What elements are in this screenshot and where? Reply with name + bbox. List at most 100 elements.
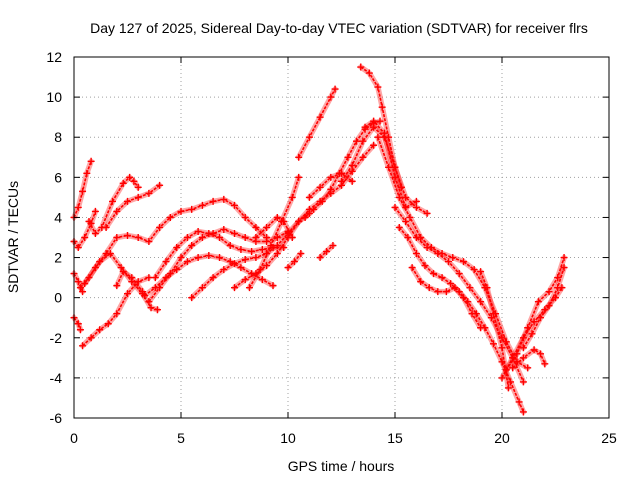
- data-point-marker: [156, 284, 164, 292]
- data-point-marker: [134, 183, 142, 191]
- data-point-marker: [423, 244, 431, 252]
- data-point-marker: [524, 364, 532, 372]
- data-point-marker: [258, 246, 266, 254]
- data-point-marker: [357, 63, 365, 71]
- data-point-marker: [151, 274, 159, 282]
- data-point-marker: [348, 167, 356, 175]
- data-point-marker: [205, 229, 213, 237]
- data-point-marker: [376, 117, 384, 125]
- data-point-marker: [327, 93, 335, 101]
- data-point-marker: [83, 169, 91, 177]
- x-tick-label: 0: [70, 430, 78, 446]
- data-point-marker: [412, 234, 420, 241]
- data-point-marker: [412, 197, 420, 205]
- data-point-marker: [331, 85, 339, 93]
- data-point-marker: [290, 258, 298, 266]
- series-arc-34: [509, 346, 549, 372]
- data-point-marker: [145, 238, 153, 246]
- series-band: [86, 174, 141, 237]
- series-arc-13: [151, 227, 288, 282]
- data-point-marker: [385, 163, 393, 171]
- chart-title: Day 127 of 2025, Sidereal Day-to-day VTE…: [90, 20, 588, 36]
- data-point-marker: [323, 248, 331, 256]
- series-line: [364, 120, 417, 209]
- x-axis-label: GPS time / hours: [288, 458, 395, 474]
- data-point-marker: [96, 326, 104, 334]
- data-point-marker: [188, 205, 196, 213]
- data-point-marker: [220, 266, 228, 274]
- series-arc-19: [295, 85, 339, 161]
- data-point-marker: [119, 268, 127, 276]
- data-point-marker: [438, 274, 446, 282]
- x-tick-label: 5: [177, 430, 185, 446]
- data-point-marker: [434, 288, 442, 296]
- series-line: [255, 216, 294, 239]
- data-point-marker: [348, 161, 356, 169]
- data-point-marker: [134, 193, 142, 201]
- series-line: [297, 88, 336, 158]
- data-point-marker: [91, 229, 99, 237]
- data-point-marker: [477, 298, 485, 306]
- plot-frame: [73, 56, 610, 419]
- data-point-marker: [374, 133, 382, 141]
- series-arc-5: [70, 314, 84, 334]
- data-point-marker: [117, 264, 125, 272]
- series-line: [88, 176, 139, 235]
- data-point-marker: [361, 123, 369, 131]
- data-point-marker: [468, 310, 476, 318]
- series-arc-26: [374, 133, 532, 372]
- data-point-marker: [74, 320, 82, 328]
- data-point-marker: [509, 364, 517, 372]
- data-point-marker: [138, 288, 146, 296]
- data-point-marker: [425, 284, 433, 292]
- data-point-marker: [530, 346, 538, 354]
- data-point-marker: [188, 294, 196, 302]
- y-tick-label: 12: [46, 49, 62, 65]
- data-point-marker: [156, 223, 164, 231]
- data-point-marker: [269, 282, 277, 290]
- data-point-marker: [183, 234, 191, 241]
- data-point-marker: [252, 254, 260, 262]
- series-arc-33: [519, 264, 568, 352]
- data-point-marker: [273, 250, 281, 258]
- data-point-marker: [513, 350, 521, 358]
- data-point-marker: [406, 213, 414, 221]
- data-point-marker: [85, 274, 93, 282]
- data-point-marker: [442, 288, 450, 296]
- data-point-marker: [519, 354, 527, 362]
- data-point-marker: [205, 252, 213, 260]
- series-line: [234, 144, 375, 289]
- data-point-marker: [530, 318, 538, 326]
- series-line: [248, 177, 300, 289]
- y-tick-label: 6: [54, 169, 62, 185]
- data-point-marker: [124, 197, 131, 205]
- data-point-marker: [301, 213, 309, 221]
- data-point-marker: [194, 227, 202, 235]
- series-arc-30: [477, 268, 512, 392]
- data-point-marker: [477, 268, 485, 276]
- series-line: [522, 267, 565, 349]
- data-point-marker: [166, 213, 174, 221]
- data-point-marker: [252, 234, 260, 241]
- series-arc-21: [316, 242, 337, 262]
- data-point-marker: [459, 294, 467, 302]
- y-tick-label: -4: [50, 370, 63, 386]
- series-arc-11: [141, 252, 277, 300]
- data-point-marker: [183, 258, 191, 266]
- y-axis-label: SDTVAR / TECUs: [5, 181, 21, 293]
- data-point-marker: [102, 250, 110, 258]
- series-arc-17: [252, 213, 296, 241]
- data-point-marker: [338, 177, 345, 185]
- data-point-marker: [430, 270, 438, 278]
- x-tick-label: 20: [494, 430, 510, 446]
- data-point-marker: [79, 288, 87, 296]
- data-point-marker: [528, 330, 536, 338]
- data-point-marker: [408, 264, 416, 272]
- data-point-marker: [554, 284, 562, 292]
- series-line: [191, 212, 310, 299]
- series-arc-1: [85, 173, 142, 237]
- data-point-marker: [256, 266, 264, 274]
- data-point-marker: [288, 193, 296, 201]
- data-point-marker: [258, 276, 266, 284]
- data-point-marker: [370, 117, 378, 125]
